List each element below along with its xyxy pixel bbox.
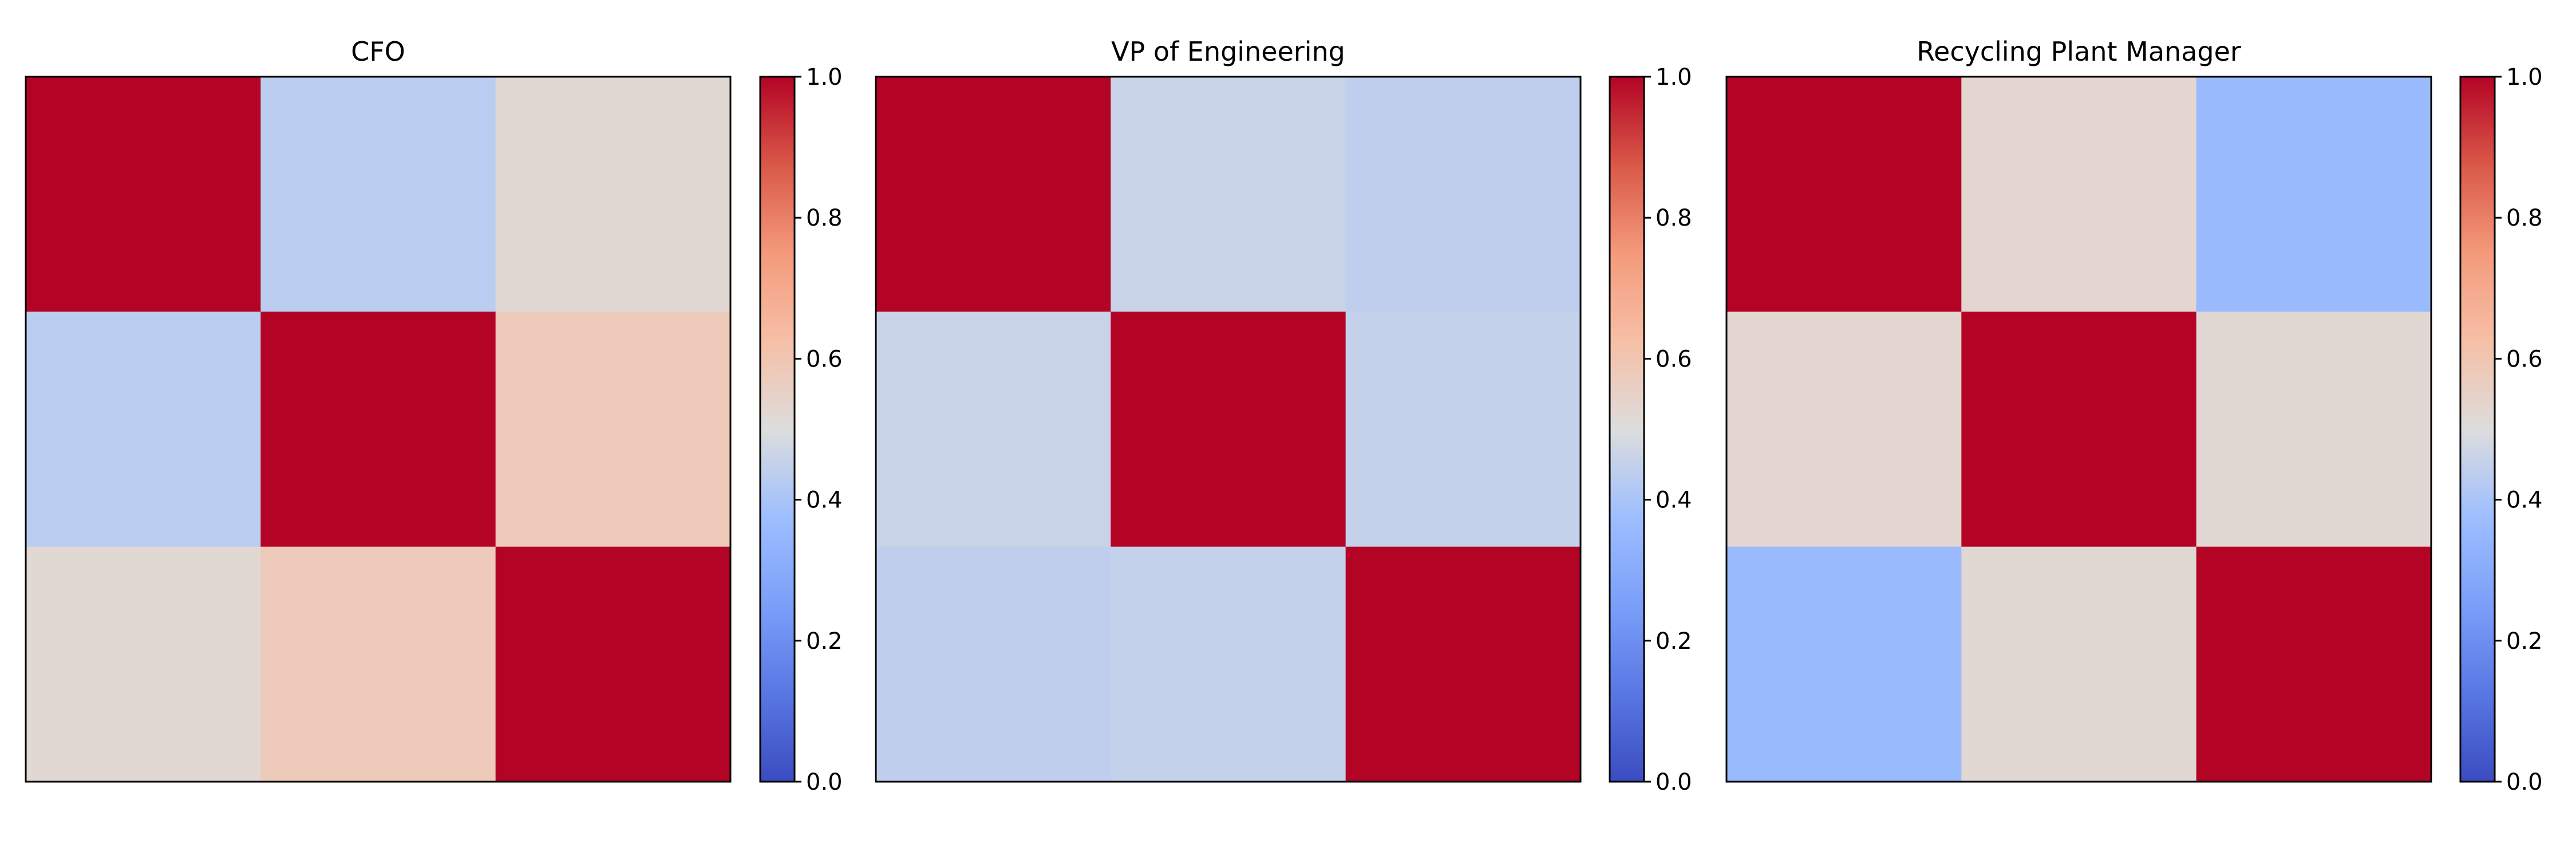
heatmap-cell-r2-c2 <box>1111 312 1346 547</box>
colorbar-tick-label: 0.4 <box>1656 487 1692 514</box>
colorbar-tick-label: 0.2 <box>2506 628 2543 655</box>
heatmap-cell-r1-c2 <box>1961 77 2197 312</box>
panel-title: CFO <box>351 36 405 67</box>
heatmap-cell-r3-c3 <box>1345 546 1581 782</box>
colorbar-tick-label: 0.6 <box>1656 346 1692 372</box>
heatmap-cell-r2-c1 <box>1726 312 1962 547</box>
heatmap-cell-r2-c2 <box>1961 312 2197 547</box>
colorbar-tick-label: 0.8 <box>2506 205 2543 231</box>
heatmap-cell-r3-c2 <box>1961 546 2197 782</box>
colorbar-tick-label: 1.0 <box>2506 64 2543 90</box>
heatmap-cell-r1-c1 <box>1726 77 1962 312</box>
heatmap-cell-r3-c3 <box>2196 546 2432 782</box>
heatmap-panel-1: CFO 0.0 0.2 0.4 0.6 0.8 1.0 <box>25 36 843 795</box>
panels: CFO 0.0 0.2 0.4 0.6 0.8 1.0 VP of Engineering 0.… <box>25 36 2543 795</box>
colorbar-tick-label: 1.0 <box>1656 64 1692 90</box>
colorbar-tick-label: 0.8 <box>1656 205 1692 231</box>
heatmap-panel-3: Recycling Plant Manager 0.0 0.2 0.4 0.6 0.8 1.… <box>1725 36 2543 795</box>
heatmap-frame <box>1725 76 2432 783</box>
colorbar-tick-label: 0.2 <box>1656 628 1692 655</box>
colorbar <box>759 76 796 783</box>
colorbar-tick-label: 1.0 <box>806 64 843 90</box>
heatmap-cell-r1-c1 <box>26 77 261 312</box>
panel-title: Recycling Plant Manager <box>1917 36 2241 67</box>
heatmap-cell-r2-c3 <box>495 312 731 547</box>
heatmap-cell-r3-c1 <box>876 546 1111 782</box>
panel-title: VP of Engineering <box>1111 36 1345 67</box>
heatmap-cell-r2-c1 <box>876 312 1111 547</box>
colorbar <box>2459 76 2496 783</box>
heatmap-cell-r1-c3 <box>2196 77 2432 312</box>
heatmap-cell-r1-c3 <box>1345 77 1581 312</box>
heatmap-cell-r1-c2 <box>1111 77 1346 312</box>
heatmap-cell-r2-c3 <box>2196 312 2432 547</box>
heatmap-cell-r2-c1 <box>26 312 261 547</box>
colorbar-tick-label: 0.6 <box>806 346 843 372</box>
heatmap-frame <box>875 76 1582 783</box>
heatmap-cell-r3-c2 <box>1111 546 1346 782</box>
heatmap-cell-r1-c3 <box>495 77 731 312</box>
heatmap-panel-2: VP of Engineering 0.0 0.2 0.4 0.6 0.8 1.0 <box>875 36 1692 795</box>
colorbar-tick-label: 0.6 <box>2506 346 2543 372</box>
heatmap-cell-r3-c1 <box>1726 546 1962 782</box>
colorbar-tick-label: 0.2 <box>806 628 843 655</box>
heatmap-cell-r1-c2 <box>260 77 496 312</box>
heatmap-frame <box>25 76 732 783</box>
colorbar-tick-label: 0.0 <box>1656 769 1692 795</box>
heatmap-cell-r2-c3 <box>1345 312 1581 547</box>
heatmap-cell-r3-c1 <box>26 546 261 782</box>
heatmap-cell-r3-c2 <box>260 546 496 782</box>
heatmap-cell-r1-c1 <box>876 77 1111 312</box>
colorbar-tick-label: 0.8 <box>806 205 843 231</box>
heatmap-cell-r2-c2 <box>260 312 496 547</box>
colorbar-tick-label: 0.0 <box>806 769 843 795</box>
heatmap-cell-r3-c3 <box>495 546 731 782</box>
colorbar-tick-label: 0.0 <box>2506 769 2543 795</box>
colorbar-tick-label: 0.4 <box>806 487 843 514</box>
colorbar-tick-label: 0.4 <box>2506 487 2543 514</box>
colorbar <box>1609 76 1645 783</box>
